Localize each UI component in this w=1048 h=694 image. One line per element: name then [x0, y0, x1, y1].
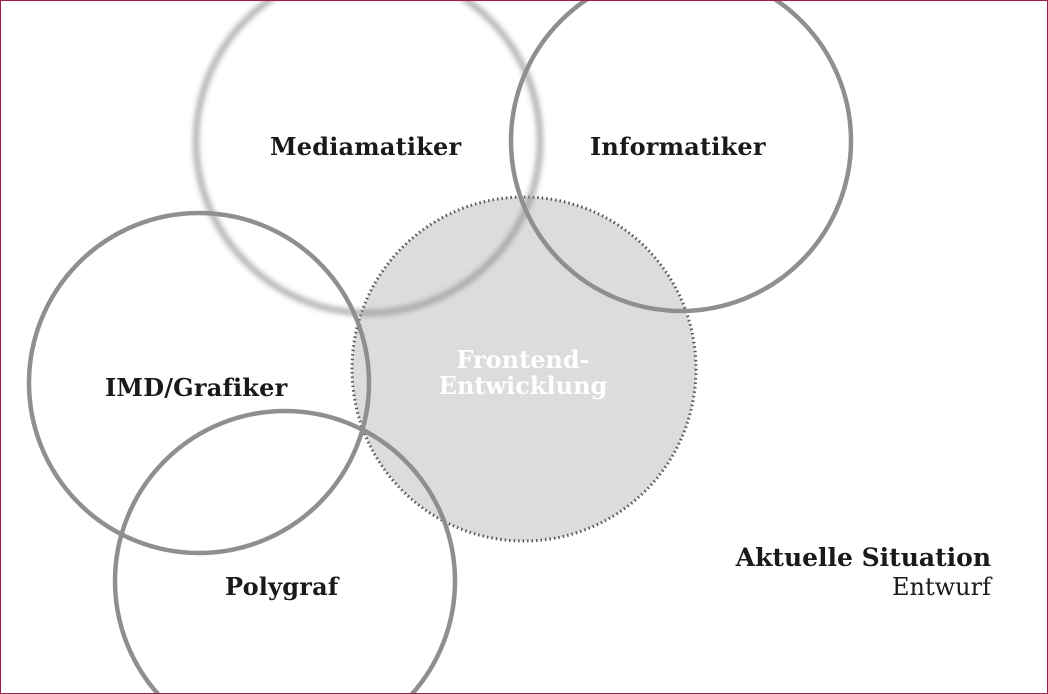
caption-subtitle: Entwurf — [892, 573, 991, 601]
mediamatiker-circle — [193, 1, 543, 316]
caption: Aktuelle Situation Entwurf — [736, 543, 991, 601]
frontend-label-line2: Entwicklung — [438, 371, 608, 400]
caption-title: Aktuelle Situation — [735, 543, 991, 572]
imd-grafiker-label: IMD/Grafiker — [105, 373, 288, 402]
frontend-circle — [350, 195, 698, 543]
informatiker-label: Informatiker — [590, 132, 766, 161]
frontend-label: Frontend- Entwicklung — [425, 347, 621, 399]
informatiker-circle — [508, 1, 854, 314]
polygraf-label: Polygraf — [225, 572, 339, 601]
mediamatiker-label: Mediamatiker — [270, 132, 462, 161]
frontend-label-line1: Frontend- — [456, 345, 590, 374]
imd-grafiker-circle — [26, 210, 372, 556]
polygraf-circle — [112, 408, 458, 693]
